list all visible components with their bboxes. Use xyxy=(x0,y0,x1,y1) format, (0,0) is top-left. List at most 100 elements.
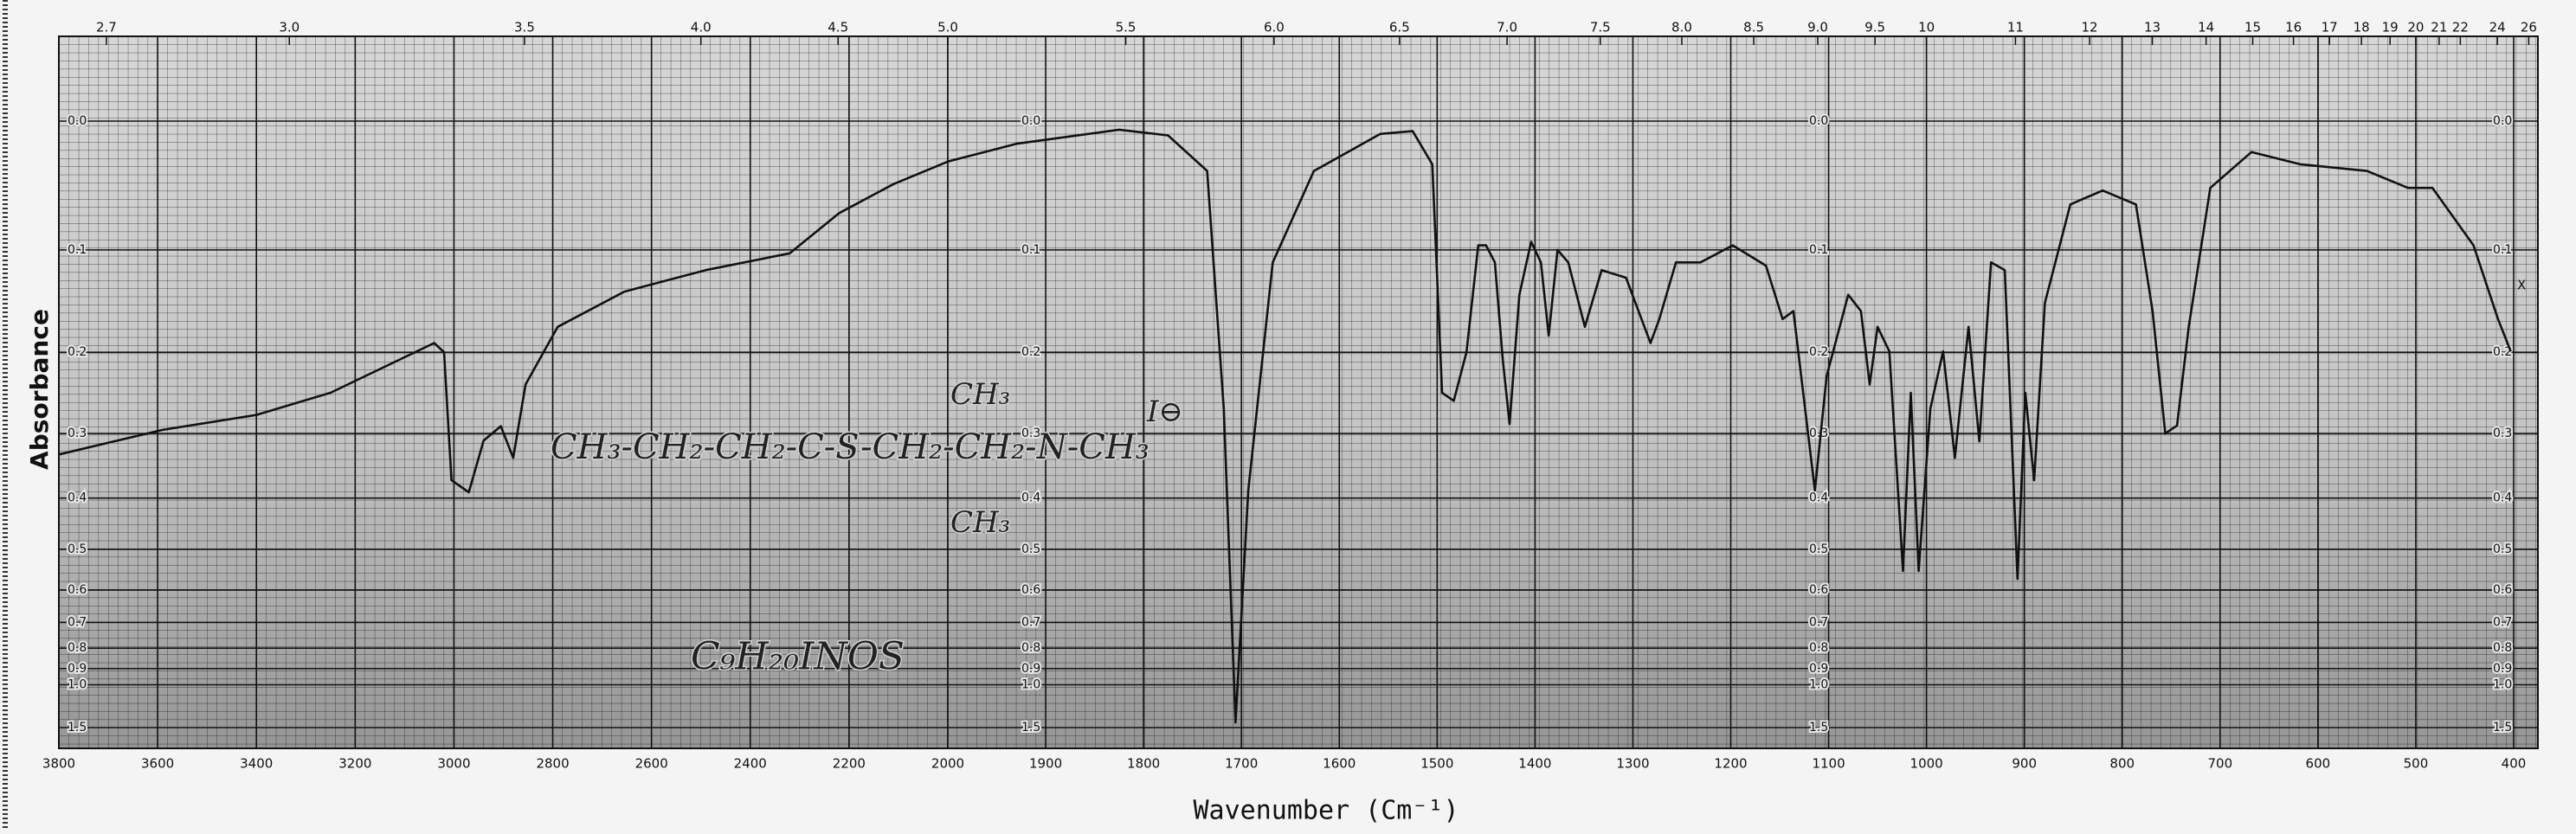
spectrum-line xyxy=(58,128,2512,724)
y-tick-label: 0.1 xyxy=(68,243,87,257)
x2-tick-label: 6.5 xyxy=(1389,20,1410,35)
x2-tick-label: 24 xyxy=(2489,20,2506,35)
x2-tick-label: 8.5 xyxy=(1743,20,1764,35)
y-tick-label: 0.6 xyxy=(68,583,87,597)
y-tick-label: 0.3 xyxy=(2493,427,2512,440)
y-tick-label: 0.4 xyxy=(2493,491,2512,505)
y-tick-label: 0.7 xyxy=(1021,615,1040,629)
x2-tick-label: 7.0 xyxy=(1497,20,1517,35)
x-tick-label: 1700 xyxy=(1225,756,1258,772)
plot-layer: 3800 3600 3400 3200 3000 2800 2600 2400 2200 2000… xyxy=(42,20,2537,772)
y-tick-label: 0.1 xyxy=(1021,243,1040,257)
x-tick-label: 3000 xyxy=(437,756,470,772)
x-tick-label: 1500 xyxy=(1420,756,1453,772)
x2-tick-label: 22 xyxy=(2452,20,2469,35)
y-tick-label: 0.2 xyxy=(2493,345,2512,359)
x2-tick-label: 6.0 xyxy=(1264,20,1285,35)
x-tick-label: 2600 xyxy=(635,756,668,772)
y-tick-label: 1.0 xyxy=(2493,678,2512,692)
x-axis-title: Wavenumber (Cm⁻¹) xyxy=(1193,796,1459,826)
annotation: C₉H₂₀INOS xyxy=(691,635,905,679)
x-tick-label: 3400 xyxy=(240,756,273,772)
x-tick-label: 1100 xyxy=(1812,756,1845,772)
y-tick-label: 0.8 xyxy=(1809,641,1828,655)
x2-tick-label: 12 xyxy=(2082,20,2098,35)
x2-tick-label: 4.5 xyxy=(828,20,848,35)
y-tick-label: 0.2 xyxy=(1809,345,1828,359)
y-tick-label: 0.3 xyxy=(1021,427,1040,440)
x2-tick-label: 11 xyxy=(2007,20,2024,35)
x-tick-label: 800 xyxy=(2109,756,2135,772)
x2-tick-label: 21 xyxy=(2431,20,2447,35)
annotation: CH₃ xyxy=(950,505,1010,540)
x-tick-label: 1300 xyxy=(1616,756,1649,772)
y-tick-label: 0.6 xyxy=(2493,583,2512,597)
x-tick-label: 2800 xyxy=(536,756,569,772)
x-tick-label: 3600 xyxy=(141,756,174,772)
x2-tick-label: 10 xyxy=(1918,20,1935,35)
y-tick-label: 1.5 xyxy=(68,721,87,735)
x-tick-label: 1200 xyxy=(1714,756,1747,772)
y-tick-label: 0.0 xyxy=(1809,114,1828,128)
x2-tick-label: 18 xyxy=(2354,20,2370,35)
y-tick-label: 0.5 xyxy=(2493,542,2512,556)
x-tick-label: 3800 xyxy=(42,756,75,772)
x-tick-label: 900 xyxy=(2012,756,2037,772)
x2-tick-label: 20 xyxy=(2407,20,2424,35)
y-tick-label: 0.5 xyxy=(68,542,87,556)
x-tick-label: 600 xyxy=(2306,756,2331,772)
y-tick-label: 0.1 xyxy=(1809,243,1828,257)
y-tick-label: 0.5 xyxy=(1809,542,1828,556)
y-tick-label: 1.5 xyxy=(1021,721,1040,735)
x-tick-label: 1800 xyxy=(1127,756,1160,772)
x2-tick-label: 19 xyxy=(2382,20,2399,35)
y-tick-label: 0.9 xyxy=(68,662,87,676)
y-tick-label: 0.0 xyxy=(68,114,87,128)
x2-tick-label: 9.5 xyxy=(1864,20,1885,35)
y-tick-label: 0.6 xyxy=(1809,583,1828,597)
x2-tick-label: 8.0 xyxy=(1671,20,1692,35)
plot-frame xyxy=(58,35,2539,749)
y-tick-label: 0.9 xyxy=(1021,662,1040,676)
x-tick-label: 400 xyxy=(2502,756,2527,772)
x2-tick-label: 15 xyxy=(2244,20,2261,35)
y-tick-label: 0.2 xyxy=(1021,345,1040,359)
y-tick-label: 1.0 xyxy=(1809,678,1828,692)
y-tick-label: 0.3 xyxy=(1809,427,1828,440)
y-tick-label: 0.4 xyxy=(1021,491,1040,505)
y-tick-label: 0.0 xyxy=(2493,114,2512,128)
x2-tick-label: 14 xyxy=(2198,20,2214,35)
y-tick-label: 0.4 xyxy=(1809,491,1828,505)
x-tick-label: 700 xyxy=(2207,756,2232,772)
x-tick-label: 500 xyxy=(2404,756,2429,772)
x-tick-label: 1400 xyxy=(1518,756,1551,772)
x2-tick-label: 17 xyxy=(2322,20,2338,35)
annotation: CH₃ xyxy=(950,377,1010,412)
y-tick-label: 0.1 xyxy=(2493,243,2512,257)
x2-tick-label: 13 xyxy=(2144,20,2161,35)
y-tick-label: 1.5 xyxy=(2493,721,2512,735)
x-tick-label: 2400 xyxy=(734,756,767,772)
x-tick-label: 3200 xyxy=(338,756,371,772)
x2-tick-label: 7.5 xyxy=(1590,20,1611,35)
y-tick-label: 0.0 xyxy=(1021,114,1040,128)
y-tick-label: 0.9 xyxy=(2493,662,2512,676)
y-tick-label: 0.2 xyxy=(68,345,87,359)
x2-tick-label: 3.0 xyxy=(279,20,299,35)
y-tick-label: 0.4 xyxy=(68,491,87,505)
y-tick-label: 0.8 xyxy=(2493,641,2512,655)
y-tick-label: 1.5 xyxy=(1809,721,1828,735)
y-tick-label: 0.5 xyxy=(1021,542,1040,556)
x2-tick-label: 16 xyxy=(2285,20,2302,35)
x2-tick-label: 3.5 xyxy=(514,20,535,35)
y-axis-title: Absorbance xyxy=(25,309,54,470)
x-tick-label: 2200 xyxy=(833,756,866,772)
y-tick-label: 0.9 xyxy=(1809,662,1828,676)
y-tick-label: 0.3 xyxy=(68,427,87,440)
y-tick-label: 0.8 xyxy=(1021,641,1040,655)
x2-tick-label: 5.0 xyxy=(937,20,958,35)
x-tick-label: 2000 xyxy=(931,756,964,772)
y-tick-label: 1.0 xyxy=(1021,678,1040,692)
y-tick-label: 0.6 xyxy=(1021,583,1040,597)
